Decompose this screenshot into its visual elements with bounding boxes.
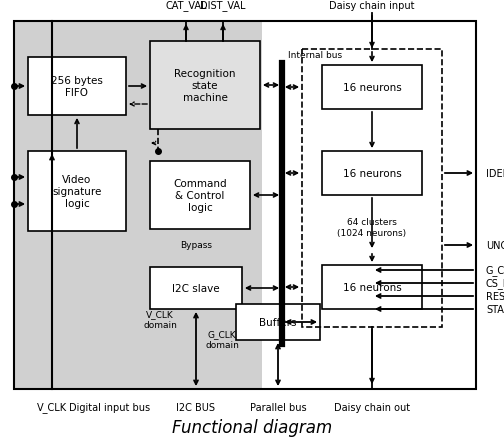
Text: 64 clusters
(1024 neurons): 64 clusters (1024 neurons)	[338, 218, 407, 237]
Text: Bypass: Bypass	[180, 241, 212, 250]
Text: V_CLK
domain: V_CLK domain	[143, 310, 177, 329]
Text: Daisy chain out: Daisy chain out	[334, 402, 410, 412]
Bar	[150, 267, 242, 309]
Bar	[14, 22, 262, 389]
Text: 256 bytes
FIFO: 256 bytes FIFO	[51, 76, 103, 98]
Text: UNCE: UNCE	[486, 240, 504, 251]
Text: RESET: RESET	[486, 291, 504, 301]
Text: 16 neurons: 16 neurons	[343, 169, 401, 179]
Text: CAT_VAL: CAT_VAL	[165, 0, 207, 11]
Text: IDENT: IDENT	[486, 169, 504, 179]
Bar	[322, 265, 422, 309]
Text: Buffers: Buffers	[259, 317, 297, 327]
Text: CS_I: CS_I	[486, 278, 504, 289]
Bar	[150, 162, 250, 230]
Text: G_CLK: G_CLK	[486, 265, 504, 276]
Text: Internal bus: Internal bus	[288, 51, 342, 60]
Text: Video
signature
logic: Video signature logic	[52, 175, 102, 208]
Text: Functional diagram: Functional diagram	[172, 418, 332, 436]
Bar	[28, 58, 126, 116]
Text: 16 neurons: 16 neurons	[343, 283, 401, 292]
Text: 16 neurons: 16 neurons	[343, 83, 401, 93]
Text: I2C slave: I2C slave	[172, 283, 220, 293]
Bar	[236, 304, 320, 340]
Bar	[322, 66, 422, 110]
Text: Parallel bus: Parallel bus	[249, 402, 306, 412]
Text: DIST_VAL: DIST_VAL	[200, 0, 246, 11]
Bar	[28, 152, 126, 231]
Text: Recognition
state
machine: Recognition state machine	[174, 69, 236, 102]
Text: STAND: STAND	[486, 304, 504, 314]
Bar	[322, 152, 422, 195]
Bar	[150, 42, 260, 130]
Text: G_CLK
domain: G_CLK domain	[205, 329, 239, 349]
Bar	[14, 22, 476, 389]
Text: V_CLK: V_CLK	[37, 402, 67, 413]
Text: Daisy chain input: Daisy chain input	[329, 1, 415, 11]
Bar	[302, 50, 442, 327]
Text: Command
& Control
logic: Command & Control logic	[173, 179, 227, 212]
Text: Digital input bus: Digital input bus	[70, 402, 151, 412]
Text: I2C BUS: I2C BUS	[176, 402, 216, 412]
